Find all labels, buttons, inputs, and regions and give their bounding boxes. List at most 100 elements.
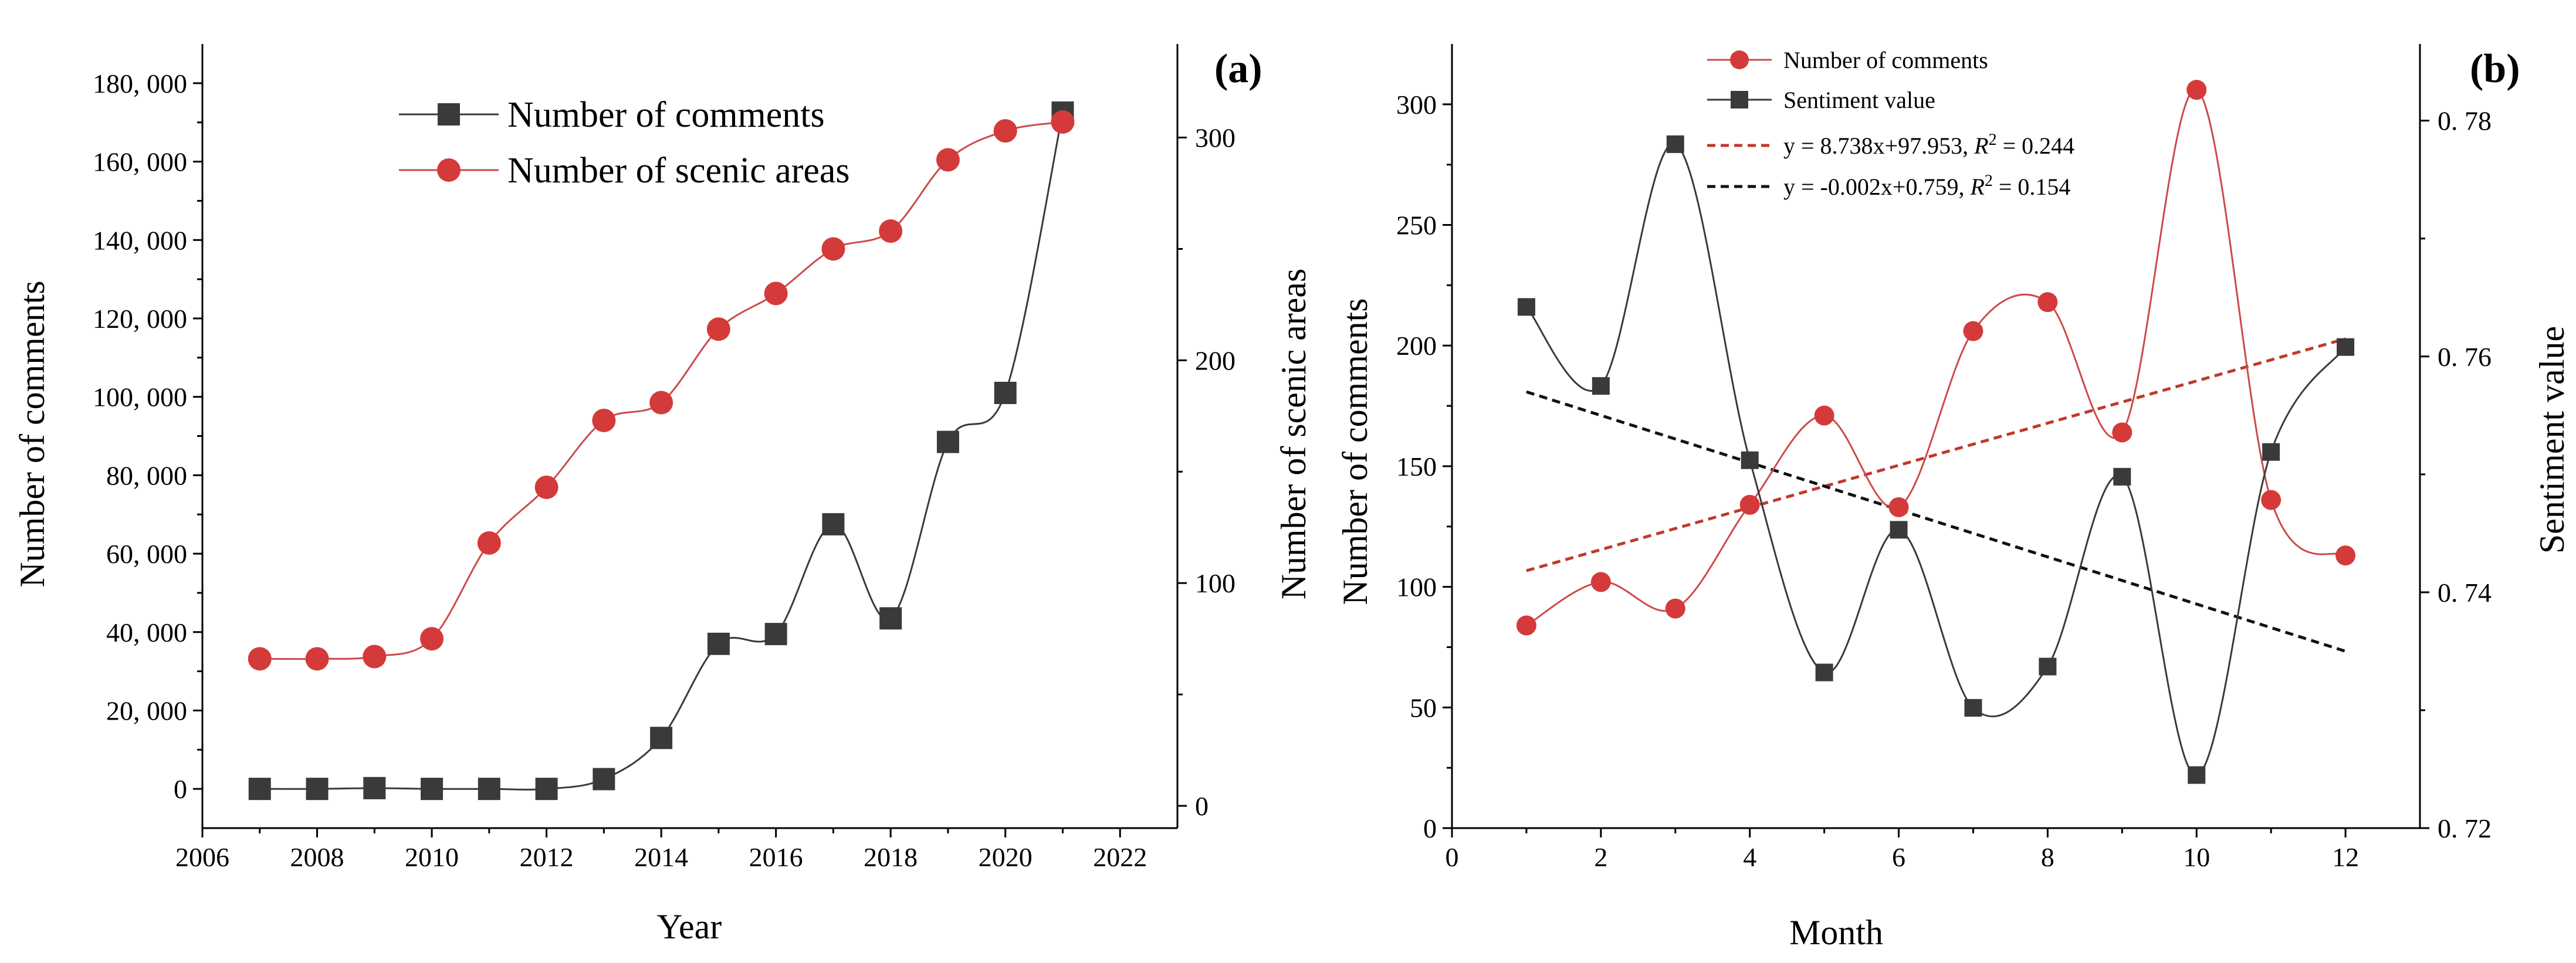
panel-b-sentiment-value-point <box>1964 698 1982 717</box>
legend-b-comments-label: Number of comments <box>1783 47 1988 73</box>
panel-a-number-of-scenic-areas-point <box>993 119 1017 143</box>
panel-b-number-of-comments-point <box>1516 615 1536 636</box>
panel-a-y-tick-label: 40, 000 <box>106 618 187 647</box>
panel-b-ylabel: Number of comments <box>1336 298 1375 605</box>
panel-b-number-of-comments-point <box>1590 572 1611 592</box>
panel-b-number-of-comments-point <box>2112 422 2132 443</box>
panel-b-sentiment-value-point <box>2113 467 2131 486</box>
panel-a-number-of-scenic-areas-point <box>649 391 673 415</box>
panel-a-number-of-comments-point <box>994 381 1017 404</box>
panel-a-number-of-comments-point <box>421 778 444 801</box>
panel-b-number-of-comments-point <box>1963 321 1983 341</box>
panel-b-sentiment-value-line <box>1525 143 2347 776</box>
panel-a-number-of-comments-point <box>535 778 558 801</box>
panel-b-y-tick-label: 250 <box>1396 211 1437 240</box>
panel-b-number-of-comments-point <box>2261 490 2281 510</box>
panel-a-number-of-comments-point <box>879 607 902 630</box>
panel-a-x-tick-label: 2012 <box>520 842 574 872</box>
panel-b-y-tick-label: 200 <box>1396 331 1437 361</box>
panel-b-x-tick-label: 10 <box>2183 842 2210 872</box>
panel-b-y2label: Sentiment value <box>2533 326 2571 554</box>
panel-b-y-tick-label: 50 <box>1410 693 1437 723</box>
panel-a-y-tick-label: 140, 000 <box>93 225 187 255</box>
panel-b-sentiment-value-point <box>2188 766 2206 784</box>
panel-a-x-tick-label: 2016 <box>749 842 803 872</box>
panel-b-number-of-comments-point <box>2186 80 2207 100</box>
legend-b-sentiment-marker <box>1731 91 1748 108</box>
panel-b-x-tick-label: 4 <box>1743 842 1756 872</box>
panel-a-chart: (a) Year Number of comments Number of sc… <box>13 44 1313 946</box>
panel-a-x-tick-label: 2006 <box>175 842 229 872</box>
panel-a-y2-tick-label: 0 <box>1195 791 1209 821</box>
panel-a-number-of-scenic-areas-point <box>1051 110 1075 134</box>
panel-a-number-of-comments-point <box>936 430 959 453</box>
panel-a-number-of-comments-point <box>650 727 673 750</box>
panel-a-number-of-comments-point <box>306 778 329 801</box>
panel-a-y2-tick-label: 100 <box>1195 568 1235 598</box>
panel-a-number-of-scenic-areas-point <box>305 647 329 671</box>
legend-b-sentiment-label: Sentiment value <box>1783 87 1935 113</box>
legend-b-comments-marker <box>1730 50 1749 69</box>
panel-b-label: (b) <box>2470 46 2520 91</box>
panel-a-y-tick-label: 0 <box>174 774 187 804</box>
panel-a-number-of-comments-point <box>764 623 787 646</box>
panel-a-number-of-scenic-areas-point <box>477 531 501 555</box>
panel-b-legend: Number of comments Sentiment value y = 8… <box>1707 47 2074 200</box>
panel-b-x-tick-label: 0 <box>1446 842 1459 872</box>
panel-b-black-fit-line <box>1526 390 2346 653</box>
panel-b-x-tick-label: 12 <box>2332 842 2359 872</box>
panel-b-number-of-comments-point <box>2335 545 2356 566</box>
panel-a-x-tick-label: 2020 <box>979 842 1033 872</box>
panel-b-sentiment-value-point <box>1890 521 1908 539</box>
panel-a-number-of-scenic-areas-point <box>706 317 730 341</box>
panel-b-y2-tick-label: 0. 72 <box>2438 813 2492 843</box>
panel-b-x-tick-label: 8 <box>2041 842 2054 872</box>
panel-a-y2label: Number of scenic areas <box>1274 269 1313 600</box>
panel-a-number-of-comments-point <box>593 768 615 791</box>
panel-b-number-of-comments-point <box>1888 497 1909 517</box>
panel-a-x-tick-label: 2010 <box>405 842 459 872</box>
panel-a-label: (a) <box>1214 46 1262 91</box>
panel-a-y-tick-label: 60, 000 <box>106 539 187 569</box>
panel-b-xlabel: Month <box>1789 913 1883 952</box>
panel-b-sentiment-value-point <box>2262 443 2280 461</box>
legend-b-black-fit-label: y = -0.002x+0.759, R2 = 0.154 <box>1783 172 2070 201</box>
panel-b-sentiment-value-point <box>2337 338 2355 356</box>
panel-a-number-of-scenic-areas-point <box>592 408 616 432</box>
panel-b-y-tick-label: 150 <box>1396 452 1437 482</box>
panel-b-sentiment-value-point <box>1815 663 1833 681</box>
panel-b-sentiment-value-point <box>1666 135 1684 153</box>
legend-b-red-fit-label: y = 8.738x+97.953, R2 = 0.244 <box>1783 131 2074 160</box>
legend-comments-marker <box>438 103 460 126</box>
panel-b-chart: (b) Month Number of comments Sentiment v… <box>1336 44 2571 952</box>
panel-b-y-tick-label: 100 <box>1396 572 1437 602</box>
panel-b-sentiment-value-point <box>2039 657 2057 676</box>
panel-a-y-tick-label: 160, 000 <box>93 147 187 177</box>
panel-a-y2-tick-label: 200 <box>1195 345 1235 375</box>
panel-b-number-of-comments-point <box>1814 405 1834 426</box>
panel-b-sentiment-value-point <box>1741 451 1759 469</box>
panel-a-ylabel: Number of comments <box>13 280 52 587</box>
panel-a-number-of-scenic-areas-point <box>821 237 845 261</box>
legend-scenic-label: Number of scenic areas <box>507 151 850 191</box>
panel-b-y2-tick-label: 0. 76 <box>2438 342 2492 372</box>
panel-a-y-tick-label: 20, 000 <box>106 696 187 725</box>
legend-scenic-marker <box>437 158 461 182</box>
panel-a-x-tick-label: 2008 <box>290 842 344 872</box>
panel-a-number-of-scenic-areas-point <box>420 627 444 651</box>
panel-b-y2-tick-label: 0. 74 <box>2438 578 2492 608</box>
panel-b-sentiment-value-point <box>1592 377 1610 395</box>
panel-b-number-of-comments-point <box>1739 494 1760 515</box>
panel-a-y-tick-label: 120, 000 <box>93 304 187 334</box>
panel-a-y-tick-label: 100, 000 <box>93 382 187 412</box>
panel-b-sentiment-value-point <box>1517 298 1535 316</box>
panel-a-number-of-comments-point <box>248 778 271 801</box>
panel-a-y2-tick-label: 300 <box>1195 123 1235 153</box>
panel-b-number-of-comments-point <box>1665 598 1685 619</box>
panel-b-number-of-comments-line <box>1526 89 2346 626</box>
panel-b-y-tick-label: 0 <box>1423 813 1437 843</box>
panel-a-xlabel: Year <box>657 907 722 946</box>
panel-a-number-of-scenic-areas-point <box>248 647 272 671</box>
panel-a-number-of-comments-point <box>363 776 386 799</box>
